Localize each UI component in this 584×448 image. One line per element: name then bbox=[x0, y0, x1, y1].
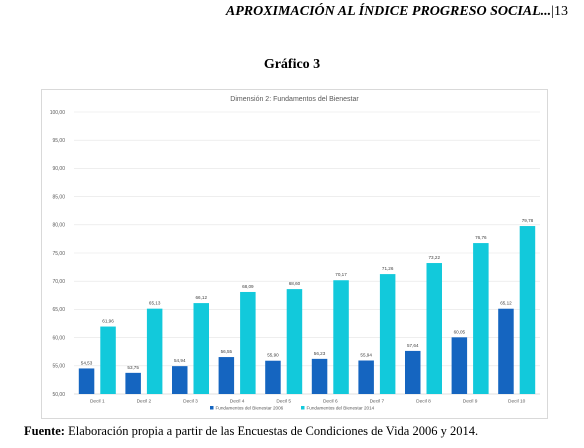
data-label: 56,23 bbox=[314, 351, 326, 356]
data-label: 68,60 bbox=[289, 281, 301, 286]
legend-swatch bbox=[210, 406, 214, 410]
source-note: Fuente: Elaboración propia a partir de l… bbox=[24, 424, 478, 439]
bar bbox=[172, 366, 188, 394]
document-title: APROXIMACIÓN AL ÍNDICE PROGRESO SOCIAL..… bbox=[225, 4, 552, 19]
x-tick-label: Decil 8 bbox=[416, 399, 431, 405]
data-label: 61,96 bbox=[102, 319, 114, 324]
bar bbox=[379, 274, 396, 394]
bar bbox=[473, 243, 489, 394]
bar bbox=[333, 280, 349, 394]
y-tick-label: 65,00 bbox=[52, 307, 65, 313]
bar bbox=[451, 337, 468, 394]
y-tick-label: 80,00 bbox=[52, 223, 65, 229]
bar bbox=[286, 289, 303, 394]
bar bbox=[426, 263, 442, 394]
bar bbox=[240, 291, 256, 394]
data-label: 68,09 bbox=[242, 284, 254, 289]
data-label: 79,78 bbox=[522, 218, 534, 223]
data-label: 55,94 bbox=[360, 352, 372, 357]
data-label: 53,75 bbox=[127, 365, 139, 370]
y-tick-label: 75,00 bbox=[52, 251, 65, 257]
bar bbox=[311, 358, 328, 394]
y-tick-label: 85,00 bbox=[52, 194, 65, 200]
y-tick-label: 55,00 bbox=[52, 364, 65, 370]
data-label: 56,55 bbox=[221, 349, 233, 354]
bar bbox=[358, 360, 374, 394]
data-label: 70,17 bbox=[335, 272, 347, 277]
data-label: 65,13 bbox=[149, 301, 161, 306]
data-label: 65,12 bbox=[500, 301, 512, 306]
bar bbox=[78, 368, 95, 394]
data-label: 73,22 bbox=[429, 255, 441, 260]
x-tick-label: Decil 9 bbox=[463, 399, 478, 405]
data-label: 54,53 bbox=[81, 360, 93, 365]
legend-swatch bbox=[301, 406, 305, 410]
x-tick-label: Decil 3 bbox=[183, 399, 198, 405]
source-text: Elaboración propia a partir de las Encue… bbox=[64, 424, 479, 438]
bar bbox=[146, 308, 163, 394]
bar bbox=[218, 357, 235, 394]
x-tick-label: Decil 5 bbox=[276, 399, 291, 405]
data-label: 60,05 bbox=[454, 329, 466, 334]
data-label: 57,64 bbox=[407, 343, 419, 348]
bar bbox=[498, 308, 514, 394]
page-header: APROXIMACIÓN AL ÍNDICE PROGRESO SOCIAL..… bbox=[226, 4, 568, 20]
x-tick-label: Decil 10 bbox=[508, 399, 526, 405]
chart-container: Dimensión 2: Fundamentos del Bienestar 5… bbox=[41, 89, 548, 419]
x-tick-label: Decil 4 bbox=[230, 399, 245, 405]
data-label: 55,90 bbox=[267, 353, 279, 358]
data-label: 66,12 bbox=[196, 295, 208, 300]
data-label: 71,26 bbox=[382, 266, 394, 271]
x-tick-label: Decil 7 bbox=[370, 399, 385, 405]
data-label: 54,94 bbox=[174, 358, 186, 363]
legend-label: Fundamentos del Bienestar 2014 bbox=[307, 406, 375, 411]
bar-chart: 50,00 55,00 60,00 65,00 70,00 75,00 80,00 85,00… bbox=[50, 110, 540, 411]
bar bbox=[193, 303, 209, 394]
source-label: Fuente: bbox=[24, 424, 65, 438]
figure-title: Gráfico 3 bbox=[263, 57, 321, 72]
y-tick-label: 100,00 bbox=[50, 110, 66, 116]
bar bbox=[265, 360, 281, 394]
bar bbox=[405, 350, 421, 394]
data-label: 76,76 bbox=[475, 235, 487, 240]
y-tick-label: 95,00 bbox=[52, 138, 65, 144]
chart-title: Dimensión 2: Fundamentos del Bienestar bbox=[230, 96, 359, 103]
x-tick-label: Decil 1 bbox=[90, 399, 105, 405]
y-tick-label: 60,00 bbox=[52, 335, 65, 341]
bar bbox=[125, 372, 141, 394]
y-tick-label: 50,00 bbox=[52, 392, 65, 398]
x-tick-label: Decil 2 bbox=[137, 399, 152, 405]
y-tick-label: 90,00 bbox=[52, 166, 65, 172]
bar bbox=[100, 326, 116, 394]
x-tick-label: Decil 6 bbox=[323, 399, 338, 405]
page-number: |13 bbox=[551, 4, 568, 19]
bar bbox=[519, 226, 536, 394]
legend-label: Fundamentos del Bienestar 2006 bbox=[216, 406, 284, 411]
y-tick-label: 70,00 bbox=[52, 279, 65, 285]
